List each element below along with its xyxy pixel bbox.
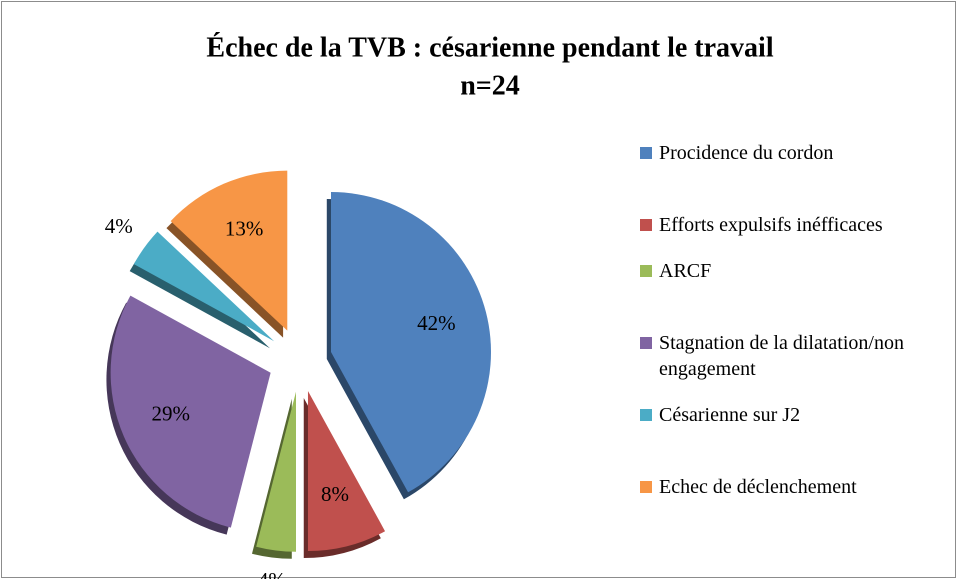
legend-label: Césarienne sur J2 xyxy=(659,404,801,426)
legend-item: Efforts expulsifs inéfficaces xyxy=(640,212,930,238)
slice xyxy=(170,170,288,331)
legend-item: ARCF xyxy=(640,258,930,284)
legend-swatch xyxy=(640,337,652,349)
legend-swatch xyxy=(640,409,652,421)
legend-swatch xyxy=(640,481,652,493)
data-label: 4% xyxy=(105,214,133,238)
slice xyxy=(110,295,271,528)
slice xyxy=(256,391,296,552)
data-label: 4% xyxy=(258,568,286,579)
legend-label: Stagnation de la dilatation/non engageme… xyxy=(659,332,904,380)
legend-label: Echec de déclenchement xyxy=(659,476,857,498)
legend-swatch xyxy=(640,147,652,159)
legend-label: Efforts expulsifs inéfficaces xyxy=(659,214,883,236)
slice xyxy=(133,231,275,342)
chart-title: Échec de la TVB : césarienne pendant le … xyxy=(206,32,773,63)
data-label: 13% xyxy=(225,217,264,241)
data-label: 29% xyxy=(152,402,191,426)
legend: Procidence du cordon Efforts expulsifs in… xyxy=(640,140,930,546)
legend-label: Procidence du cordon xyxy=(659,142,834,164)
data-label: 42% xyxy=(417,311,456,335)
slice xyxy=(330,192,491,493)
legend-item: Césarienne sur J2 xyxy=(640,402,930,428)
chart-subtitle: n=24 xyxy=(460,70,520,101)
legend-swatch xyxy=(640,219,652,231)
legend-swatch xyxy=(640,265,652,277)
data-label: 8% xyxy=(321,482,349,506)
legend-item: Procidence du cordon xyxy=(640,140,930,166)
slice xyxy=(307,390,386,551)
legend-item: Echec de déclenchement xyxy=(640,474,930,500)
legend-label: ARCF xyxy=(659,260,712,282)
legend-item: Stagnation de la dilatation/non engageme… xyxy=(640,330,930,382)
